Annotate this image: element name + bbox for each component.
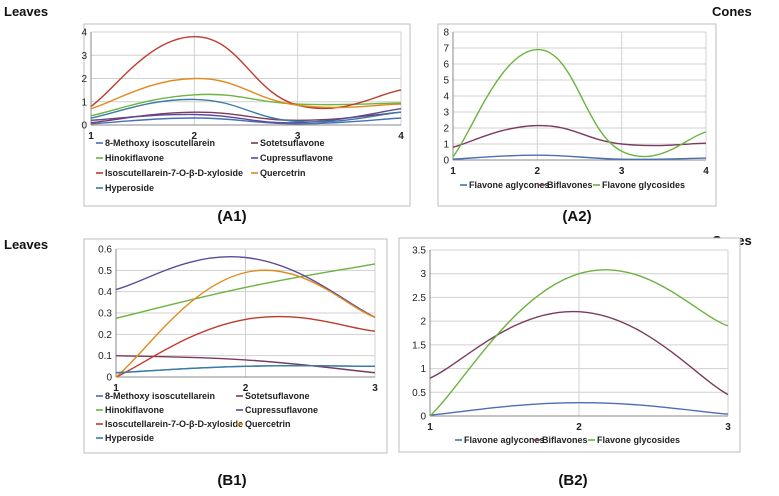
panel-caption: (B1) [217, 472, 246, 489]
chart-frame [437, 23, 717, 207]
y-tick-label: 0.1 [98, 351, 112, 362]
series-line [90, 98, 402, 123]
legend-label: Hinokiflavone [105, 405, 164, 415]
y-tick-label: 0 [81, 121, 87, 132]
x-tick-label: 1 [450, 166, 456, 177]
legend-label: Cupressuflavone [260, 153, 333, 163]
series-line [115, 364, 376, 374]
legend-label: Isoscutellarein-7-O-β-D-xyloside [105, 419, 243, 429]
x-tick-label: 3 [295, 131, 301, 142]
legend-label: Sotetsuflavone [260, 138, 325, 148]
x-tick-label: 4 [398, 131, 404, 142]
x-tick-label: 2 [576, 422, 582, 433]
y-tick-label: 3 [443, 108, 449, 119]
y-tick-label: 2 [443, 124, 449, 135]
series-line [452, 48, 707, 158]
legend-label: 8-Methoxy isoscutellarein [105, 391, 215, 401]
panel-caption: (B2) [558, 472, 587, 489]
x-tick-label: 1 [113, 383, 119, 394]
x-tick-label: 4 [703, 166, 709, 177]
series-line [115, 315, 376, 378]
y-tick-label: 6 [443, 60, 449, 71]
series-line [90, 93, 402, 117]
legend-label: Flavone glycosides [597, 435, 680, 445]
legend-label: Quercetrin [245, 419, 291, 429]
series-line [115, 256, 376, 318]
y-tick-label: 0.5 [412, 388, 426, 399]
legend-label: Hyperoside [105, 433, 154, 443]
x-tick-label: 2 [535, 166, 541, 177]
legend-label: Flavone aglycones [464, 435, 545, 445]
legend-label: Cupressuflavone [245, 405, 318, 415]
y-tick-label: 0.4 [98, 287, 112, 298]
y-tick-label: 3.5 [412, 246, 426, 257]
x-tick-label: 3 [372, 383, 378, 394]
series-line [90, 117, 402, 125]
legend-label: Biflavones [542, 435, 588, 445]
chart-panel-b1: Leaves 0 0.1 0.2 0.3 0.4 0.5 0.6 1 2 3 8-Methoxy is… [4, 237, 388, 489]
y-tick-label: 3 [81, 51, 87, 62]
series-line [452, 154, 707, 161]
series-line [90, 77, 402, 110]
legend-label: Quercetrin [260, 168, 306, 178]
x-tick-label: 3 [619, 166, 625, 177]
series-line [115, 269, 376, 378]
panel-caption: (A2) [562, 208, 591, 225]
legend-label: Hyperoside [105, 183, 154, 193]
y-tick-label: 2 [420, 317, 426, 328]
x-tick-label: 2 [192, 131, 198, 142]
y-tick-label: 3 [420, 269, 426, 280]
legend-label: Isoscutellarein-7-O-β-D-xyloside [105, 168, 243, 178]
legend-label: Hinokiflavone [105, 153, 164, 163]
y-tick-label: 1 [420, 364, 426, 375]
series-line [90, 35, 402, 110]
panel-side-label: Cones [712, 4, 752, 19]
legend-label: Flavone glycosides [602, 180, 685, 190]
y-tick-label: 0.3 [98, 309, 112, 320]
y-tick-label: 0.5 [98, 266, 112, 277]
series-line [429, 401, 729, 416]
y-tick-label: 7 [443, 44, 449, 55]
y-tick-label: 0.6 [98, 245, 112, 256]
legend-label: Flavone aglycones [469, 180, 550, 190]
panel-side-label: Leaves [4, 237, 48, 252]
y-tick-label: 0.2 [98, 330, 112, 341]
series-line [90, 108, 402, 124]
x-tick-label: 1 [88, 131, 94, 142]
y-tick-label: 2 [81, 74, 87, 85]
series-line [429, 310, 729, 396]
y-tick-label: 5 [443, 76, 449, 87]
y-tick-label: 0 [443, 156, 449, 167]
series-line [115, 263, 376, 319]
series-line [429, 269, 729, 417]
y-tick-label: 0 [106, 373, 112, 384]
y-tick-label: 8 [443, 28, 449, 39]
x-tick-label: 1 [427, 422, 433, 433]
y-tick-label: 1 [81, 97, 87, 108]
legend-label: Biflavones [547, 180, 593, 190]
x-tick-label: 2 [243, 383, 249, 394]
series-line [452, 124, 707, 148]
y-tick-label: 1.5 [412, 340, 426, 351]
y-tick-label: 2.5 [412, 293, 426, 304]
chart-frame [83, 23, 411, 207]
y-tick-label: 1 [443, 140, 449, 151]
y-tick-label: 4 [81, 28, 87, 39]
x-tick-label: 3 [725, 422, 731, 433]
panel-side-label: Leaves [4, 4, 48, 19]
panel-caption: (A1) [217, 208, 246, 225]
series-line [115, 355, 376, 374]
legend-label: 8-Methoxy isoscutellarein [105, 138, 215, 148]
legend-label: Sotetsuflavone [245, 391, 310, 401]
y-tick-label: 0 [420, 412, 426, 423]
y-tick-label: 4 [443, 92, 449, 103]
